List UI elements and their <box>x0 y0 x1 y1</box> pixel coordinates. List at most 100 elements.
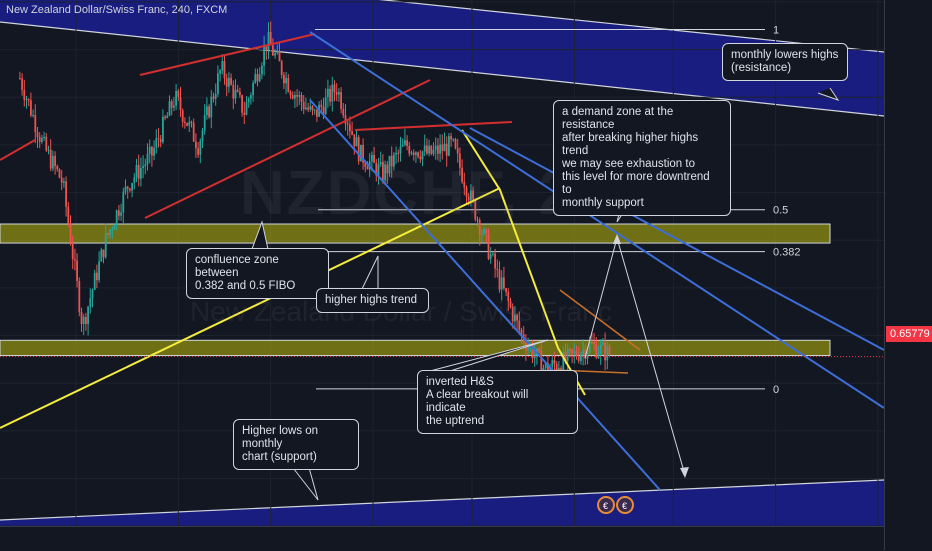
candle-body <box>393 154 395 167</box>
support-zone <box>0 339 831 357</box>
candle-body <box>159 139 162 143</box>
candle-body <box>89 298 92 307</box>
candle-body <box>531 345 534 359</box>
time-axis[interactable] <box>0 526 884 551</box>
candle-body <box>181 110 184 122</box>
candle-body <box>126 186 129 189</box>
candle-body <box>232 84 235 99</box>
candle-body <box>223 60 226 79</box>
candle-body <box>373 154 375 163</box>
fib-level-label: 1 <box>773 25 779 37</box>
candle-body <box>353 134 356 147</box>
candle-body <box>225 78 228 87</box>
candle-body <box>311 106 314 111</box>
candle-body <box>102 249 105 258</box>
candle-body <box>188 121 191 126</box>
candle-body <box>551 360 554 367</box>
candle-body <box>518 320 521 330</box>
candle-body <box>63 181 65 183</box>
candle-body <box>454 139 457 149</box>
candle-body <box>228 77 230 87</box>
candle-body <box>494 253 496 269</box>
candle-body <box>217 73 219 94</box>
candle-body <box>595 343 598 358</box>
note-demand-zone: a demand zone at the resistance after br… <box>553 100 731 216</box>
candle-body <box>278 51 281 62</box>
pointer-higher-highs <box>361 255 379 290</box>
candle-body <box>544 363 547 368</box>
candle-body <box>234 89 237 99</box>
candle-body <box>514 314 516 322</box>
candle-body <box>276 51 279 54</box>
candle-body <box>230 77 232 85</box>
candle-body <box>492 253 494 255</box>
last-price-tag: 0.65779 <box>886 326 932 342</box>
candle-body <box>465 187 468 197</box>
candle-body <box>19 78 21 80</box>
candle-body <box>558 368 560 370</box>
candle-body <box>390 155 393 167</box>
candle-body <box>331 84 334 102</box>
candle-body <box>489 254 492 259</box>
red-trend-line <box>144 79 431 219</box>
candle-body <box>384 164 386 181</box>
candle-body <box>591 342 593 344</box>
candle-body <box>456 148 459 154</box>
candle-body <box>56 166 59 170</box>
event-icon <box>616 496 634 514</box>
candle-body <box>177 90 180 98</box>
candle-body <box>423 145 426 152</box>
candle-body <box>324 97 327 115</box>
candles <box>19 21 611 386</box>
candle-body <box>573 351 576 353</box>
red-highs-line <box>139 33 316 76</box>
red-neckline <box>354 121 513 131</box>
candle-body <box>452 139 455 141</box>
candle-body <box>74 259 76 261</box>
candle-body <box>283 74 285 84</box>
candle-body <box>118 210 120 216</box>
candle-body <box>91 289 94 299</box>
candle-body <box>566 349 569 361</box>
price-axis[interactable] <box>884 0 932 550</box>
candle-body <box>199 140 202 155</box>
candle-body <box>120 212 122 216</box>
candle-body <box>241 95 243 113</box>
candle-body <box>443 143 446 152</box>
candle-body <box>602 342 604 345</box>
candle-body <box>335 92 338 95</box>
candle-body <box>470 190 472 201</box>
candle-body <box>474 199 477 220</box>
candle-body <box>153 147 155 156</box>
candle-body <box>355 137 358 147</box>
candle-body <box>144 164 147 167</box>
candle-body <box>371 154 373 162</box>
candle-body <box>76 260 78 282</box>
pointer-higher-lows <box>289 463 319 501</box>
candle-body <box>547 363 549 372</box>
candle-body <box>80 312 83 325</box>
candle-body <box>316 109 318 117</box>
candle-body <box>553 360 556 364</box>
candle-body <box>597 353 600 358</box>
candle-body <box>252 82 254 96</box>
candle-body <box>82 316 85 325</box>
upper-channel-top <box>378 0 884 53</box>
event-icon <box>597 496 615 514</box>
candle-body <box>410 152 413 154</box>
candle-body <box>357 137 360 162</box>
candle-body <box>219 70 221 74</box>
candle-body <box>342 108 345 116</box>
candle-body <box>412 152 415 156</box>
candle-body <box>346 123 349 125</box>
candle-body <box>131 183 133 191</box>
candle-body <box>382 161 384 181</box>
candle-body <box>305 107 307 110</box>
candle-body <box>78 281 81 313</box>
blue-downtrend-upper <box>309 31 884 409</box>
candle-body <box>434 145 437 150</box>
candle-body <box>540 350 543 375</box>
candle-body <box>289 91 292 96</box>
candle-body <box>175 90 177 106</box>
candle-body <box>212 96 215 99</box>
